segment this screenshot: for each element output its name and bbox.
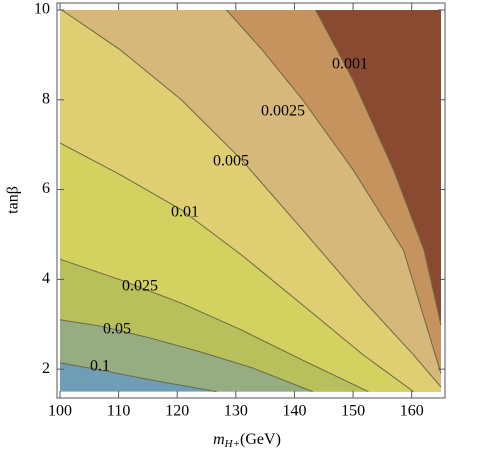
x-label-unit: (GeV) bbox=[240, 431, 281, 448]
contour-line bbox=[61, 9, 442, 388]
y-tick-label: 2 bbox=[42, 360, 50, 377]
contour-line bbox=[59, 142, 414, 393]
contour-line bbox=[59, 258, 369, 393]
contour-label: 0.01 bbox=[171, 204, 199, 221]
contour-label: 0.001 bbox=[332, 56, 368, 73]
x-tick-label: 160 bbox=[400, 403, 424, 420]
contour-line bbox=[315, 9, 442, 326]
x-tick-label: 100 bbox=[48, 403, 72, 420]
x-axis-label: mH+(GeV) bbox=[213, 431, 281, 450]
contour-label: 0.1 bbox=[90, 358, 110, 375]
contour-label: 0.025 bbox=[122, 278, 158, 295]
y-tick-label: 8 bbox=[42, 90, 50, 107]
contour-label: 0.005 bbox=[213, 153, 249, 170]
contour-label: 0.0025 bbox=[261, 103, 305, 120]
contour-band bbox=[60, 10, 441, 392]
contour-line bbox=[59, 362, 217, 393]
x-tick-label: 140 bbox=[282, 403, 306, 420]
contour-band bbox=[60, 10, 441, 392]
frame bbox=[56, 2, 446, 399]
y-tick-label: 10 bbox=[34, 1, 50, 18]
x-label-main: m bbox=[213, 431, 225, 448]
contour-label: 0.05 bbox=[103, 321, 131, 338]
contour-line bbox=[59, 319, 313, 393]
y-tick-label: 4 bbox=[42, 270, 50, 287]
x-tick-label: 120 bbox=[165, 403, 189, 420]
x-tick-label: 130 bbox=[224, 403, 248, 420]
contour-line bbox=[226, 9, 442, 374]
x-tick-label: 110 bbox=[107, 403, 130, 420]
x-tick-label: 150 bbox=[341, 403, 365, 420]
plot-area bbox=[59, 9, 442, 393]
y-axis-label: tanβ bbox=[5, 186, 22, 214]
x-label-sub: H+ bbox=[224, 438, 240, 450]
y-tick-label: 6 bbox=[42, 180, 50, 197]
